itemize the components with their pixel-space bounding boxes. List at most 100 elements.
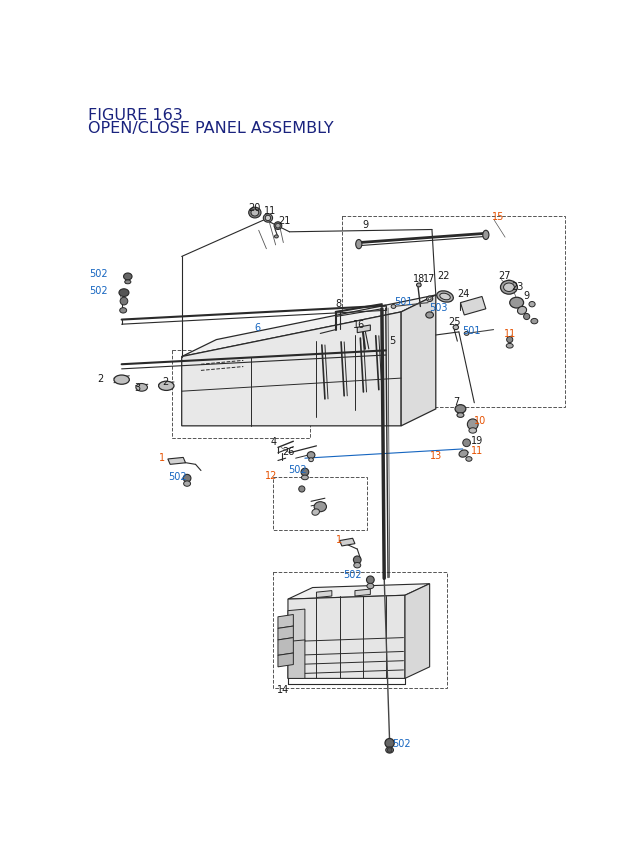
Ellipse shape	[263, 214, 273, 223]
Text: 23: 23	[511, 282, 524, 291]
Circle shape	[183, 474, 191, 482]
Circle shape	[467, 419, 478, 430]
Polygon shape	[357, 325, 371, 333]
Ellipse shape	[251, 210, 259, 217]
Ellipse shape	[518, 307, 527, 315]
Circle shape	[299, 486, 305, 492]
Ellipse shape	[529, 302, 535, 307]
Text: 25: 25	[448, 317, 461, 326]
Ellipse shape	[159, 381, 174, 391]
Circle shape	[387, 748, 392, 753]
Ellipse shape	[464, 332, 469, 336]
Text: 26: 26	[282, 447, 294, 456]
Text: 21: 21	[278, 216, 291, 226]
Text: 6: 6	[255, 323, 261, 333]
Ellipse shape	[125, 281, 131, 284]
Ellipse shape	[504, 283, 515, 292]
Circle shape	[276, 224, 280, 229]
Text: 15: 15	[492, 212, 504, 222]
Circle shape	[367, 576, 374, 584]
Polygon shape	[278, 653, 293, 667]
Polygon shape	[278, 626, 293, 641]
Ellipse shape	[509, 298, 524, 309]
Text: 10: 10	[474, 415, 486, 425]
Polygon shape	[278, 638, 293, 655]
Ellipse shape	[506, 344, 513, 349]
Text: 501: 501	[394, 297, 413, 307]
Text: 14: 14	[277, 684, 289, 694]
Ellipse shape	[301, 475, 308, 480]
Text: 5: 5	[390, 335, 396, 345]
Text: 502: 502	[168, 471, 186, 481]
Ellipse shape	[312, 510, 319, 516]
Text: 2: 2	[163, 377, 169, 387]
Ellipse shape	[265, 216, 271, 221]
Ellipse shape	[114, 375, 129, 385]
Ellipse shape	[427, 297, 433, 302]
Ellipse shape	[466, 457, 472, 461]
Text: 11: 11	[504, 329, 516, 339]
Polygon shape	[182, 313, 401, 426]
Text: FIGURE 163: FIGURE 163	[88, 108, 182, 123]
Text: 13: 13	[429, 450, 442, 461]
Text: 1: 1	[336, 535, 342, 544]
Text: 17: 17	[422, 274, 435, 283]
Text: 27: 27	[498, 270, 511, 281]
Text: 20: 20	[249, 203, 261, 213]
Polygon shape	[288, 610, 305, 643]
Ellipse shape	[120, 308, 127, 313]
Ellipse shape	[136, 384, 147, 392]
Polygon shape	[401, 295, 436, 426]
Circle shape	[385, 739, 394, 748]
Polygon shape	[278, 615, 293, 629]
Polygon shape	[168, 458, 186, 465]
Ellipse shape	[531, 319, 538, 325]
Ellipse shape	[436, 292, 453, 303]
Text: 502: 502	[90, 286, 108, 296]
Ellipse shape	[440, 294, 451, 300]
Ellipse shape	[455, 406, 466, 413]
Ellipse shape	[124, 274, 132, 281]
Ellipse shape	[469, 428, 477, 434]
Ellipse shape	[500, 281, 517, 294]
Ellipse shape	[457, 413, 464, 418]
Text: 502: 502	[90, 269, 108, 279]
Ellipse shape	[356, 240, 362, 250]
Circle shape	[524, 314, 530, 320]
Ellipse shape	[426, 313, 433, 319]
Ellipse shape	[275, 236, 278, 238]
Ellipse shape	[314, 502, 326, 512]
Text: 503: 503	[429, 303, 448, 313]
Polygon shape	[288, 641, 305, 678]
Ellipse shape	[307, 452, 315, 459]
Text: 18: 18	[413, 274, 425, 283]
Circle shape	[120, 298, 128, 306]
Ellipse shape	[417, 283, 421, 288]
Text: 11: 11	[471, 446, 483, 456]
Text: 501: 501	[462, 326, 481, 336]
Text: 19: 19	[471, 435, 483, 445]
Text: 7: 7	[452, 397, 459, 406]
Text: 502: 502	[393, 738, 412, 748]
Text: 502: 502	[344, 569, 362, 579]
Polygon shape	[288, 584, 429, 599]
Polygon shape	[405, 584, 429, 678]
Text: 9: 9	[363, 220, 369, 230]
Ellipse shape	[367, 584, 374, 589]
Text: OPEN/CLOSE PANEL ASSEMBLY: OPEN/CLOSE PANEL ASSEMBLY	[88, 121, 333, 135]
Polygon shape	[288, 596, 405, 678]
Text: 12: 12	[265, 471, 277, 480]
Text: 1: 1	[159, 452, 164, 462]
Circle shape	[353, 556, 361, 564]
Ellipse shape	[119, 289, 129, 297]
Text: 2: 2	[97, 374, 103, 384]
Circle shape	[507, 338, 513, 344]
Ellipse shape	[453, 325, 458, 331]
Text: 11: 11	[264, 206, 276, 216]
Ellipse shape	[354, 563, 361, 568]
Text: 16: 16	[353, 319, 365, 330]
Polygon shape	[182, 295, 436, 357]
Polygon shape	[355, 590, 371, 597]
Text: 8: 8	[336, 298, 342, 308]
Ellipse shape	[308, 458, 314, 462]
